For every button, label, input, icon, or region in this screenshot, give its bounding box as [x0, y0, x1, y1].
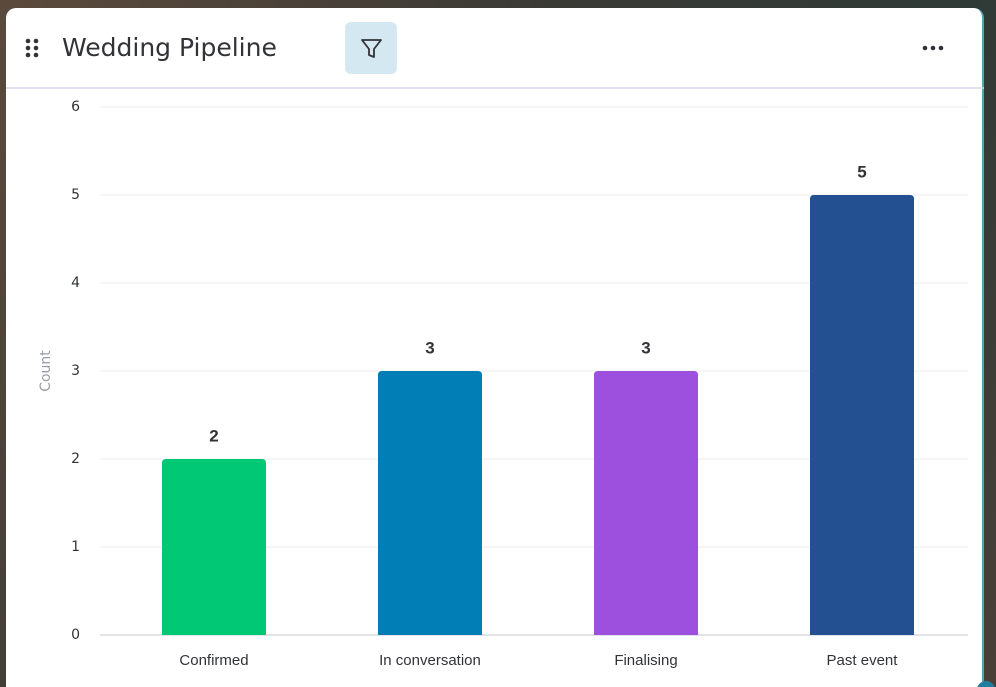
chart-title: Wedding Pipeline [62, 33, 277, 62]
filter-button[interactable] [345, 22, 397, 74]
y-tick-label: 4 [71, 275, 80, 291]
x-tick-label: Finalising [614, 652, 677, 669]
y-tick-label: 3 [71, 363, 80, 379]
y-tick-label: 0 [71, 627, 80, 643]
value-label: 5 [857, 162, 866, 181]
bar [378, 371, 482, 635]
more-menu[interactable] [922, 45, 944, 51]
value-label: 3 [641, 338, 650, 357]
y-axis-label: Count [38, 350, 54, 392]
x-tick-label: Confirmed [179, 652, 248, 669]
bar [162, 459, 266, 635]
x-tick-label: Past event [827, 652, 899, 669]
bar [594, 371, 698, 635]
y-tick-label: 1 [71, 539, 80, 555]
x-tick-label: In conversation [379, 652, 481, 669]
value-label: 3 [425, 338, 434, 357]
resize-handle[interactable] [977, 681, 995, 687]
drag-handle[interactable] [25, 38, 39, 58]
y-tick-label: 6 [71, 99, 80, 115]
value-label: 2 [209, 426, 218, 445]
bar [810, 195, 914, 635]
y-tick-label: 5 [71, 187, 80, 203]
y-tick-label: 2 [71, 451, 80, 467]
